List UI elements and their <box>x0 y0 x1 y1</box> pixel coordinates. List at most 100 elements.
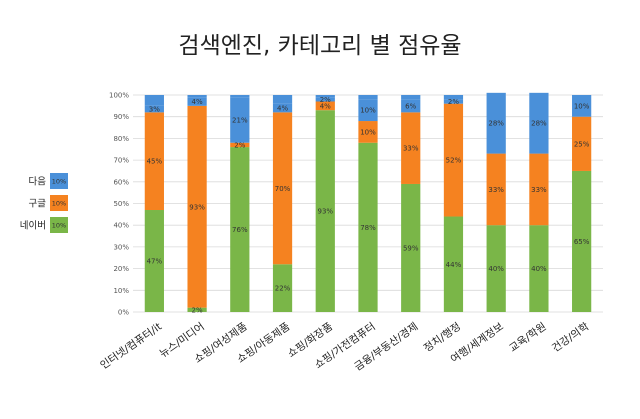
y-tick-label: 0% <box>118 309 129 317</box>
data-label: 65% <box>574 238 590 246</box>
data-label: 78% <box>360 224 376 232</box>
data-label: 3% <box>149 106 160 114</box>
legend-swatch <box>50 217 68 233</box>
data-label: 47% <box>147 258 163 266</box>
bar-segment <box>529 225 549 312</box>
bar-segment <box>315 101 335 111</box>
bar-segment-cap <box>230 95 250 98</box>
bar-segment <box>529 92 549 154</box>
bar-segment <box>443 99 464 104</box>
bar-segment <box>187 105 207 308</box>
data-label: 52% <box>446 157 462 165</box>
data-label: 10% <box>574 102 590 110</box>
bar-segment <box>230 147 250 312</box>
legend-swatch-label: 10% <box>52 178 66 186</box>
data-label: 33% <box>531 186 547 194</box>
bar-segment <box>272 264 293 312</box>
data-labels: 47%45%3%2%93%4%76%2%21%22%70%4%93%4%2%78… <box>147 96 590 314</box>
data-label: 28% <box>531 120 547 128</box>
bar-segment <box>272 103 293 113</box>
y-tick-label: 70% <box>113 157 129 165</box>
data-label: 6% <box>405 102 416 110</box>
bar-segment <box>272 112 293 265</box>
legend-swatch <box>50 173 68 189</box>
y-tick-label: 60% <box>113 178 129 186</box>
legend-swatch-label: 10% <box>52 200 66 208</box>
legend-swatch-label: 10% <box>52 222 66 230</box>
bar-segment <box>144 112 164 211</box>
bar-segment <box>401 112 421 184</box>
bar-segment-cap <box>272 95 293 104</box>
y-tick-label: 20% <box>113 265 129 273</box>
data-label: 4% <box>320 102 331 110</box>
data-label: 93% <box>317 208 333 216</box>
bar-segment-cap <box>401 95 421 100</box>
legend: 10% 다음 10% 구글 10% 네이버 <box>20 173 68 233</box>
legend-swatch <box>50 195 68 211</box>
data-label: 10% <box>360 128 376 136</box>
legend-entry: 구글 <box>29 199 47 210</box>
bar-segment <box>230 97 250 143</box>
data-label: 33% <box>403 145 419 153</box>
data-label: 10% <box>360 107 376 115</box>
bar-segment <box>572 95 592 117</box>
y-tick-label: 80% <box>113 135 129 143</box>
data-label: 25% <box>574 140 590 148</box>
bar-segment-cap <box>443 95 464 100</box>
bar-segment <box>358 99 378 122</box>
y-tick-label: 90% <box>113 113 129 121</box>
chart-title: 검색엔진, 카테고리 별 점유율 <box>178 33 462 59</box>
data-label: 70% <box>275 185 291 193</box>
data-label: 93% <box>189 203 205 211</box>
bars <box>144 92 592 312</box>
x-category-label: 인터넷/컴퓨터/it <box>98 321 164 372</box>
bar-segment-cap <box>358 95 378 100</box>
data-label: 40% <box>488 265 504 273</box>
bar-segment <box>572 116 592 171</box>
y-tick-label: 100% <box>109 92 129 100</box>
x-category-label: 건강/의학 <box>550 320 592 354</box>
data-label: 21% <box>232 116 248 124</box>
data-label: 2% <box>192 306 203 314</box>
data-label: 33% <box>488 186 504 194</box>
y-axis: 0% 10% 20% 30% 40% 50% 60% 70% 80% 90% 100% <box>109 92 129 317</box>
bar-segment <box>315 110 335 312</box>
data-label: 76% <box>232 226 248 234</box>
y-tick-label: 30% <box>113 243 129 251</box>
y-tick-label: 40% <box>113 222 129 230</box>
bar-segment-cap <box>315 95 335 98</box>
bar-segment <box>486 153 506 226</box>
bar-segment <box>144 105 164 113</box>
bar-segment-cap <box>187 95 207 98</box>
legend-entry: 다음 <box>29 177 47 188</box>
y-tick-label: 10% <box>113 287 129 295</box>
data-label: 28% <box>488 120 504 128</box>
bar-segment <box>358 142 378 312</box>
data-label: 40% <box>531 265 547 273</box>
bar-segment <box>315 97 335 102</box>
bar-segment <box>230 142 250 148</box>
legend-entry: 네이버 <box>20 221 46 232</box>
bar-segment <box>443 103 464 217</box>
bar-segment <box>572 170 592 312</box>
data-label: 59% <box>403 244 419 252</box>
data-label: 2% <box>448 98 459 106</box>
bar-segment <box>529 153 549 226</box>
data-label: 2% <box>234 141 245 149</box>
data-label: 22% <box>275 285 291 293</box>
data-label: 45% <box>147 158 163 166</box>
data-label: 4% <box>277 105 288 113</box>
data-label: 44% <box>446 261 462 269</box>
bar-segment-cap <box>144 95 164 106</box>
bar-segment <box>358 121 378 143</box>
bar-segment <box>401 183 421 312</box>
bar-segment <box>401 99 421 113</box>
bar-segment <box>486 225 506 312</box>
bar-segment <box>144 210 164 312</box>
bar-segment <box>187 97 207 106</box>
bar-segment <box>187 307 207 312</box>
x-category-label: 교육/학원 <box>507 321 548 355</box>
data-label: 2% <box>320 96 331 104</box>
bar-segment <box>443 216 464 312</box>
